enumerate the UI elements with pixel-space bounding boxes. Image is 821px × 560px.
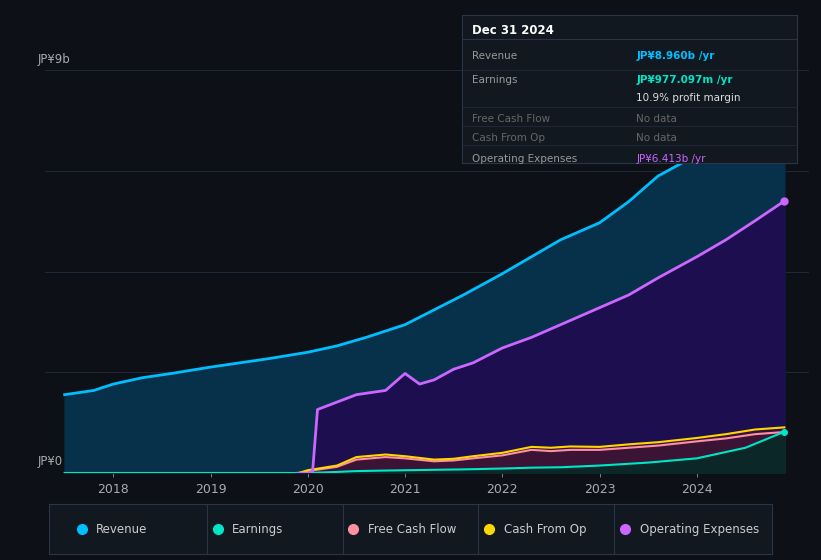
Text: JP¥0: JP¥0 [38, 455, 62, 468]
Text: JP¥8.960b /yr: JP¥8.960b /yr [636, 52, 714, 62]
Text: Earnings: Earnings [472, 75, 517, 85]
Text: Free Cash Flow: Free Cash Flow [368, 522, 456, 536]
Text: Earnings: Earnings [232, 522, 283, 536]
Text: Revenue: Revenue [96, 522, 148, 536]
Text: 10.9% profit margin: 10.9% profit margin [636, 93, 741, 103]
Text: Cash From Op: Cash From Op [472, 133, 545, 143]
Text: Operating Expenses: Operating Expenses [472, 153, 577, 164]
Text: Dec 31 2024: Dec 31 2024 [472, 24, 554, 37]
Text: Free Cash Flow: Free Cash Flow [472, 114, 550, 124]
Text: JP¥6.413b /yr: JP¥6.413b /yr [636, 153, 706, 164]
Text: Cash From Op: Cash From Op [504, 522, 586, 536]
Text: Operating Expenses: Operating Expenses [640, 522, 759, 536]
Text: No data: No data [636, 114, 677, 124]
Text: No data: No data [636, 133, 677, 143]
Text: Revenue: Revenue [472, 52, 517, 62]
Text: JP¥977.097m /yr: JP¥977.097m /yr [636, 75, 732, 85]
Text: JP¥9b: JP¥9b [38, 53, 71, 66]
